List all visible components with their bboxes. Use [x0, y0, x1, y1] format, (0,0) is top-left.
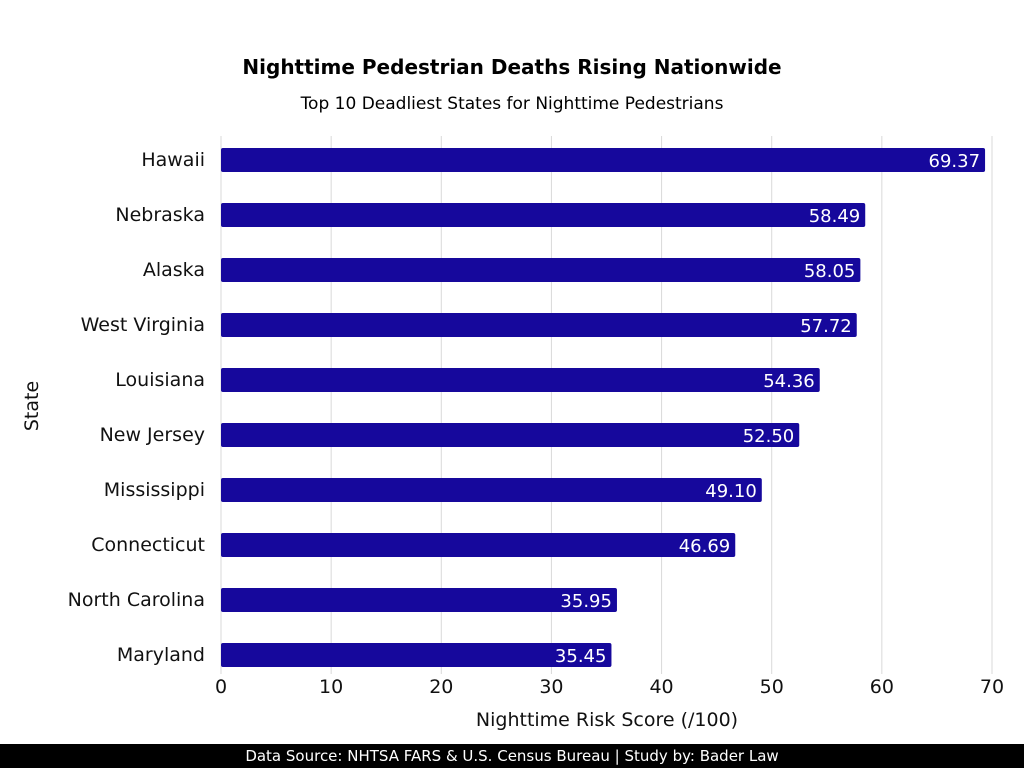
bar [221, 533, 736, 557]
bar-value-label: 35.45 [555, 646, 607, 667]
category-label: Mississippi [104, 479, 205, 501]
bar [221, 148, 986, 172]
bar-value-label: 54.36 [763, 371, 815, 392]
category-label: Connecticut [91, 534, 205, 556]
bars: 69.37 58.49 58.05 57.72 54.36 52.50 49.10 46.69… [221, 148, 986, 667]
bar-chart: Nighttime Pedestrian Deaths Rising Natio… [21, 55, 1004, 731]
x-tick-label: 30 [539, 676, 563, 698]
category-labels: Hawaii Nebraska Alaska West Virginia Louisia… [68, 149, 205, 666]
x-tick-label: 20 [429, 676, 453, 698]
bar [221, 588, 617, 612]
bar-value-label: 69.37 [929, 151, 981, 172]
bar [221, 203, 866, 227]
category-label: Alaska [143, 259, 205, 281]
chart-title: Nighttime Pedestrian Deaths Rising Natio… [242, 55, 781, 79]
x-tick-label: 10 [319, 676, 343, 698]
category-label: Nebraska [115, 204, 205, 226]
bar [221, 478, 762, 502]
category-label: New Jersey [100, 424, 205, 446]
x-tick-labels: 0 10 20 30 40 50 60 70 [215, 676, 1004, 698]
bar [221, 423, 800, 447]
bar [221, 368, 820, 392]
x-tick-label: 40 [649, 676, 673, 698]
x-tick-label: 50 [760, 676, 784, 698]
bar-value-label: 46.69 [679, 536, 731, 557]
bar-value-label: 49.10 [705, 481, 757, 502]
x-tick-label: 70 [980, 676, 1004, 698]
footer-source: Data Source: NHTSA FARS & U.S. Census Bu… [0, 744, 1024, 768]
category-label: West Virginia [81, 314, 205, 336]
bar [221, 643, 612, 667]
y-axis-label: State [21, 381, 43, 431]
bar [221, 313, 857, 337]
category-label: Louisiana [115, 369, 205, 391]
category-label: North Carolina [68, 589, 205, 611]
bar-value-label: 58.49 [809, 206, 861, 227]
category-label: Hawaii [141, 149, 205, 171]
bar-value-label: 57.72 [800, 316, 852, 337]
bar [221, 258, 861, 282]
x-tick-label: 0 [215, 676, 227, 698]
bar-value-label: 58.05 [804, 261, 856, 282]
x-axis-label: Nighttime Risk Score (/100) [476, 709, 738, 731]
category-label: Maryland [117, 644, 205, 666]
bar-value-label: 35.95 [560, 591, 612, 612]
bar-value-label: 52.50 [743, 426, 795, 447]
chart-subtitle: Top 10 Deadliest States for Nighttime Pe… [300, 94, 724, 114]
x-tick-label: 60 [870, 676, 894, 698]
